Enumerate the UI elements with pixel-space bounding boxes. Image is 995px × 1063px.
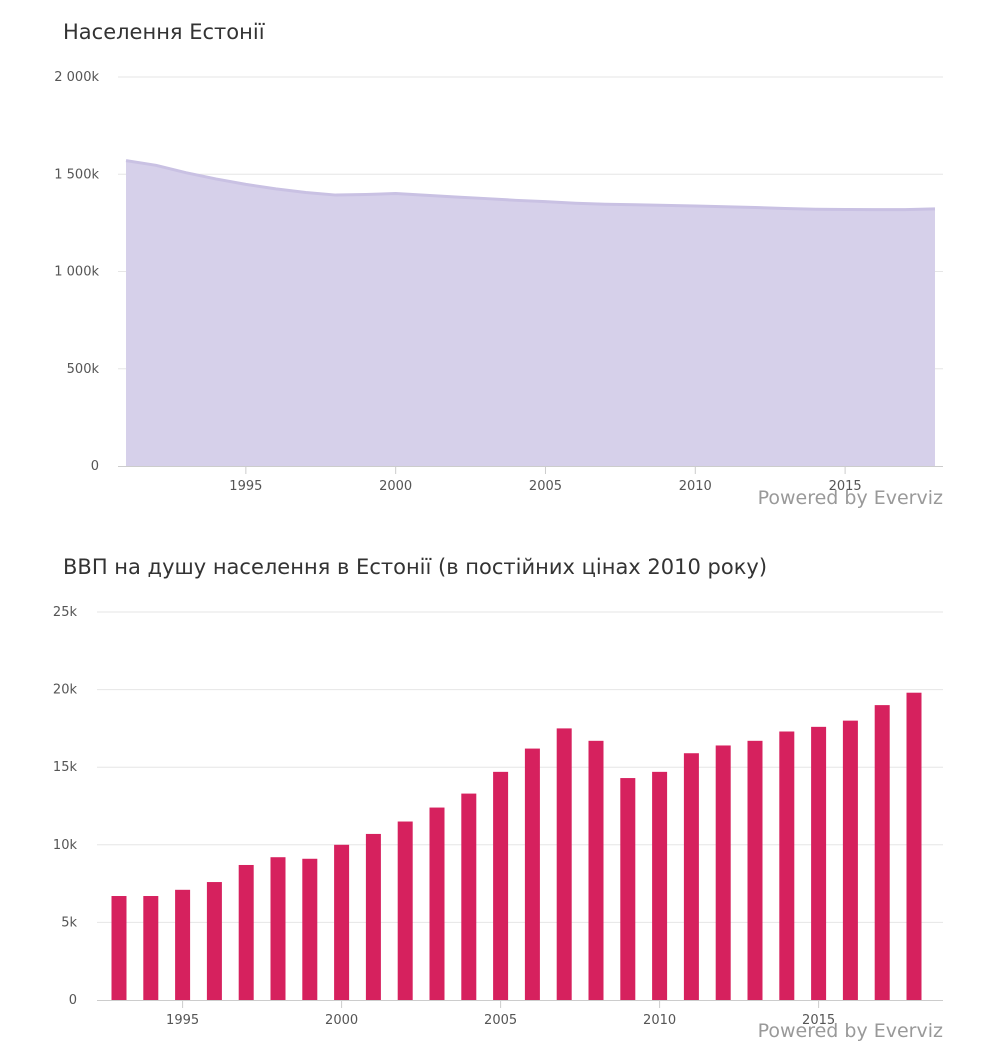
gdp-bar[interactable]	[779, 731, 795, 1000]
gdp-bar[interactable]	[715, 745, 731, 1000]
gdp-plot: 0 5k 10k 15k 20k 25k 1995 2000 2005 2010 2015	[53, 605, 943, 1028]
population-plot: 0 500k 1 000k 1 500k 2 000k 1995 2000 2005 2010 2…	[54, 70, 943, 494]
gdp-y-tick-label: 10k	[53, 838, 78, 853]
population-x-tick-label: 1995	[229, 479, 262, 494]
gdp-bar[interactable]	[429, 807, 445, 1000]
gdp-bar[interactable]	[111, 896, 127, 1000]
gdp-chart-title: ВВП на душу населення в Естонії (в пості…	[63, 555, 768, 579]
gdp-bar[interactable]	[588, 740, 604, 1000]
population-y-tick-label: 1 000k	[54, 265, 99, 280]
gdp-bar[interactable]	[683, 753, 699, 1000]
gdp-bar[interactable]	[175, 889, 191, 1000]
gdp-bar[interactable]	[620, 778, 636, 1000]
population-chart: Населення Естонії 0 500k 1 000k 1 500k 2 000…	[0, 0, 995, 530]
gdp-bar[interactable]	[365, 833, 381, 1000]
population-chart-title: Населення Естонії	[63, 20, 265, 44]
gdp-y-tick-label: 5k	[61, 915, 77, 930]
gdp-bar[interactable]	[238, 864, 254, 1000]
population-series-line	[125, 159, 936, 212]
gdp-bar[interactable]	[842, 720, 858, 1000]
gdp-x-tick-label: 1995	[166, 1013, 199, 1028]
gdp-bar[interactable]	[302, 858, 318, 1000]
population-y-tick-label: 2 000k	[54, 70, 99, 85]
gdp-bar[interactable]	[556, 728, 572, 1000]
population-x-tick-label: 2010	[679, 479, 712, 494]
gdp-credits-link[interactable]: Powered by Everviz	[757, 1020, 943, 1042]
population-y-tick-label: 1 500k	[54, 167, 99, 182]
population-x-tick-label: 2000	[379, 479, 412, 494]
gdp-x-tick-label: 2000	[325, 1013, 358, 1028]
gdp-bar[interactable]	[334, 844, 350, 1000]
population-y-tick-label: 0	[91, 459, 99, 474]
gdp-x-tick-label: 2015	[802, 1013, 835, 1028]
gdp-bar[interactable]	[493, 771, 509, 1000]
population-x-tick-label: 2005	[529, 479, 562, 494]
population-x-tick-label: 2015	[829, 479, 862, 494]
gdp-y-tick-label: 25k	[53, 605, 78, 620]
gdp-y-tick-label: 15k	[53, 760, 78, 775]
gdp-bar[interactable]	[270, 857, 286, 1000]
gdp-bar[interactable]	[461, 793, 477, 1000]
population-y-tick-label: 500k	[67, 362, 100, 377]
gdp-y-tick-label: 20k	[53, 683, 78, 698]
gdp-bar[interactable]	[652, 771, 668, 1000]
population-credits-link[interactable]: Powered by Everviz	[757, 487, 943, 509]
gdp-bar[interactable]	[811, 726, 827, 1000]
gdp-bar[interactable]	[143, 896, 159, 1000]
gdp-x-tick-label: 2005	[484, 1013, 517, 1028]
gdp-bar[interactable]	[747, 740, 763, 1000]
gdp-bar[interactable]	[206, 882, 222, 1000]
gdp-x-tick-label: 2010	[643, 1013, 676, 1028]
gdp-bar[interactable]	[397, 821, 413, 1000]
gdp-bar[interactable]	[524, 748, 540, 1000]
gdp-chart: ВВП на душу населення в Естонії (в пості…	[0, 535, 995, 1063]
gdp-y-tick-label: 0	[69, 993, 77, 1008]
population-area	[126, 160, 935, 466]
gdp-bar[interactable]	[906, 692, 922, 1000]
gdp-bar[interactable]	[874, 705, 890, 1000]
